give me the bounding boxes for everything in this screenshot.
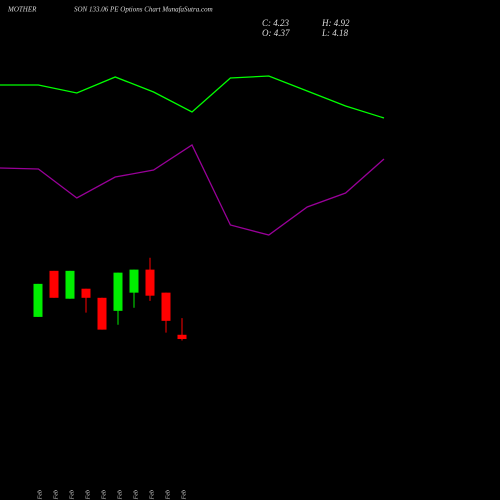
x-tick-label: 27 Feb: [181, 490, 187, 500]
close-label: C: 4.23: [262, 18, 290, 28]
low-label: L: 4.18: [321, 28, 349, 38]
x-tick-label: 12 Feb: [53, 490, 59, 500]
x-tick-label: 24 Feb: [164, 490, 171, 500]
candle-body: [177, 334, 187, 340]
candle-body: [129, 269, 139, 293]
candle-body: [145, 269, 155, 296]
candle-body: [113, 272, 123, 311]
candle-body: [161, 292, 171, 321]
candle-body: [49, 270, 59, 298]
chart-title: MOTHER: [7, 6, 37, 14]
candle-body: [97, 297, 107, 330]
candle-body: [81, 288, 91, 298]
high-label: H: 4.92: [321, 18, 350, 28]
x-tick-label: 18 Feb: [101, 490, 107, 500]
candle-body: [33, 283, 43, 317]
open-label: O: 4.37: [262, 28, 290, 38]
x-tick-label: 21 Feb: [149, 490, 155, 500]
chart-title: SON 133.06 PE Options Chart MunafaSutra.…: [74, 6, 213, 14]
indicator-line: [0, 75, 385, 119]
indicator-line: [0, 144, 385, 236]
x-tick-label: 11 Feb: [37, 490, 43, 500]
x-tick-label: 19 Feb: [117, 490, 123, 500]
x-tick-label: 17 Feb: [85, 490, 91, 500]
candle-body: [65, 270, 75, 299]
x-tick-label: 13 Feb: [69, 490, 75, 500]
x-tick-label: 20 Feb: [133, 490, 139, 500]
